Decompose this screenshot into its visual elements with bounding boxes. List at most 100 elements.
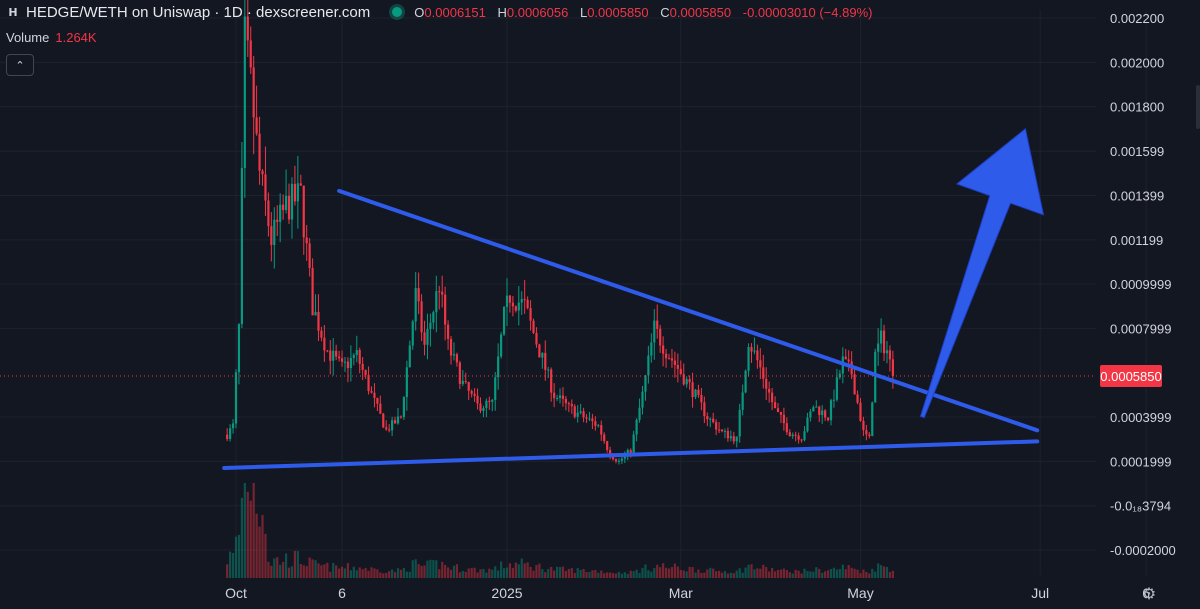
volume-bar (688, 566, 691, 578)
volume-bar (276, 557, 279, 578)
candle-body (847, 359, 850, 362)
candle-body (476, 395, 479, 404)
price-scale-handle[interactable] (1196, 85, 1200, 129)
candle-body (756, 350, 759, 361)
candle-body (337, 356, 341, 359)
candle-body (426, 328, 429, 345)
volume-bar (691, 567, 694, 578)
volume-bar (662, 563, 665, 578)
volume-bar (576, 568, 579, 578)
gear-icon: ⚙ (1141, 583, 1157, 603)
high-value: 0.0006056 (506, 4, 569, 20)
candle-body (703, 402, 706, 417)
volume-bar (538, 563, 541, 578)
chart-grid (0, 10, 1147, 575)
time-axis-label: May (847, 585, 873, 601)
candle-body (877, 343, 880, 352)
candle-body (679, 368, 682, 375)
candle-body (859, 402, 862, 421)
chart-header: H HEDGE/WETH on Uniswap · 1D · dexscreen… (0, 0, 872, 24)
candle-body (800, 439, 803, 441)
candle-body (635, 419, 638, 435)
candle-body (502, 306, 506, 335)
volume-bar (588, 571, 591, 578)
volume-bar (735, 570, 738, 578)
change-value: -0.00003010 (−4.89%) (742, 4, 873, 20)
current-price-badge: 0.0005850 (1100, 365, 1162, 387)
candle-body (393, 420, 397, 424)
time-axis[interactable]: Oct 6 2025 Mar May Jul 6 (225, 585, 1150, 601)
volume-bar (785, 569, 788, 578)
volume-bar (762, 564, 765, 578)
candle-body (553, 392, 556, 399)
candle-body (882, 330, 886, 354)
candle-body (732, 436, 735, 442)
volume-bar (399, 569, 403, 578)
volume-bar (299, 564, 302, 578)
price-axis-label: 0.0009999 (1110, 277, 1171, 292)
triangle-trendlines (222, 188, 1040, 470)
collapse-legend-button[interactable]: ⌃ (6, 54, 34, 76)
candle-body (803, 431, 806, 440)
volume-bar (379, 572, 382, 578)
candle-body (446, 324, 450, 339)
candle-body (505, 295, 509, 307)
candle-body (282, 204, 285, 211)
candle-body (388, 429, 391, 431)
volume-bar (771, 567, 774, 578)
candle-body (500, 334, 503, 357)
volume-bar (782, 568, 785, 578)
candle-body (329, 350, 332, 361)
volume-bar (405, 571, 408, 578)
candle-body (541, 352, 544, 358)
candle-body (352, 355, 355, 358)
candle-body (744, 370, 747, 393)
volume-bar (243, 483, 246, 578)
chart-settings-button[interactable]: ⚙ (1139, 583, 1159, 603)
volume-bar (435, 560, 438, 578)
candle-body (267, 200, 270, 227)
candle-body (279, 204, 282, 222)
candle-body (717, 429, 721, 431)
candle-body (429, 322, 432, 329)
candle-body (558, 395, 562, 399)
volume-bar (567, 568, 570, 578)
candle-body (885, 350, 889, 354)
volume-bar (358, 567, 361, 578)
candle-body (829, 400, 833, 421)
candle-body (676, 364, 679, 369)
candle-body (629, 450, 632, 453)
candle-body (600, 425, 603, 435)
candle-body (535, 332, 538, 345)
candle-body (706, 416, 709, 420)
volume-bar (591, 570, 594, 578)
candle-body (779, 411, 783, 415)
candle-body (284, 195, 288, 211)
candle-body (231, 423, 235, 429)
candle-body (402, 397, 406, 417)
trendline (222, 439, 1040, 470)
volume-bar (882, 566, 886, 578)
volume-bar (803, 568, 806, 578)
volume-bar (311, 559, 314, 578)
time-axis-label: 6 (1142, 585, 1150, 601)
candle-body (385, 427, 388, 430)
volume-bar (847, 565, 850, 578)
candle-body (750, 347, 753, 352)
volume-bar (676, 566, 679, 578)
candle-body (564, 398, 568, 404)
volume-bar (570, 568, 573, 578)
candle-body (582, 411, 585, 418)
candle-body (270, 226, 273, 246)
candle-body (414, 288, 417, 322)
volume-bar (270, 565, 273, 578)
volume-bar (491, 569, 494, 578)
candle-body (311, 268, 314, 316)
candle-body (526, 299, 529, 309)
candle-body (771, 392, 774, 403)
volume-bar (258, 526, 261, 578)
volume-bar (809, 571, 812, 578)
price-axis[interactable]: 0.002200 0.002000 0.001800 0.001599 0.001399… (1110, 11, 1176, 558)
candle-body (302, 185, 305, 238)
